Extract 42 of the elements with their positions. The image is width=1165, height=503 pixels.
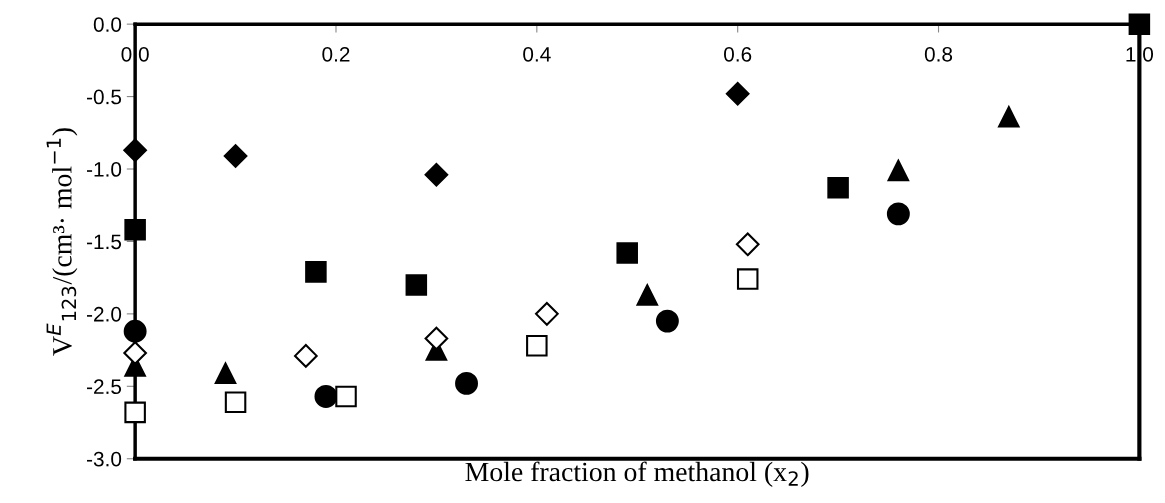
point — [224, 391, 247, 413]
point — [405, 274, 428, 296]
point — [616, 242, 638, 264]
point — [305, 261, 327, 283]
point — [455, 371, 478, 395]
point — [335, 385, 357, 408]
point — [314, 384, 338, 408]
y-tick-label: -3.0 — [86, 451, 122, 467]
point — [294, 344, 318, 368]
point — [1128, 13, 1151, 35]
y-tick-label: -1.0 — [86, 162, 122, 177]
y-tick-label: -0.5 — [86, 89, 122, 105]
point — [998, 106, 1020, 128]
point — [123, 138, 147, 163]
y-tick-label: -2.5 — [86, 379, 122, 395]
point — [736, 268, 759, 290]
y-axis-title: V$^{E}$$_{123}$/(cm³· mol$^{−1}$) — [46, 128, 78, 356]
point — [424, 162, 449, 187]
point — [123, 319, 147, 343]
point — [655, 309, 679, 333]
x-axis-title: Mole fraction of methanol (x$_{2}$) — [465, 461, 809, 487]
point — [535, 302, 559, 326]
x-tick-label: 0.4 — [523, 46, 551, 62]
point — [124, 401, 146, 424]
point — [223, 144, 248, 168]
y-tick-label: -2.0 — [86, 306, 122, 322]
y-tick-label: -1.5 — [86, 234, 122, 250]
point — [526, 334, 548, 357]
point — [827, 177, 849, 199]
point — [214, 362, 237, 385]
x-tick-label: 0.8 — [924, 46, 953, 62]
point — [636, 284, 659, 306]
x-tick-label: 0.2 — [322, 46, 350, 62]
point — [424, 326, 449, 351]
point — [124, 219, 146, 241]
point — [886, 202, 910, 226]
point — [735, 232, 760, 257]
point — [725, 81, 750, 106]
x-tick-label: 0.6 — [724, 46, 752, 62]
point — [887, 159, 910, 182]
point — [123, 341, 147, 365]
y-tick-label: 0.0 — [93, 17, 122, 32]
